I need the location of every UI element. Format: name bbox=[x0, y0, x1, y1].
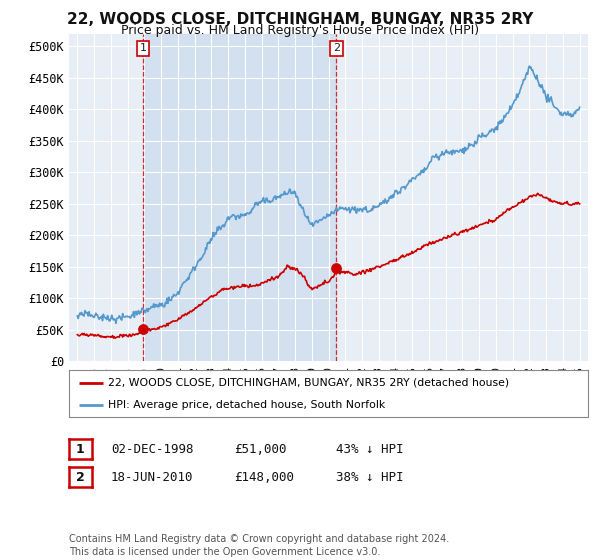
Point bbox=[138, 325, 148, 334]
Text: 22, WOODS CLOSE, DITCHINGHAM, BUNGAY, NR35 2RY (detached house): 22, WOODS CLOSE, DITCHINGHAM, BUNGAY, NR… bbox=[108, 378, 509, 388]
Text: 02-DEC-1998: 02-DEC-1998 bbox=[111, 442, 193, 456]
Text: 2: 2 bbox=[76, 470, 85, 484]
Text: 22, WOODS CLOSE, DITCHINGHAM, BUNGAY, NR35 2RY: 22, WOODS CLOSE, DITCHINGHAM, BUNGAY, NR… bbox=[67, 12, 533, 27]
Text: 38% ↓ HPI: 38% ↓ HPI bbox=[336, 470, 404, 484]
Text: HPI: Average price, detached house, South Norfolk: HPI: Average price, detached house, Sout… bbox=[108, 400, 385, 410]
Text: £51,000: £51,000 bbox=[234, 442, 287, 456]
Text: 43% ↓ HPI: 43% ↓ HPI bbox=[336, 442, 404, 456]
Bar bbox=[143, 34, 336, 361]
Text: Contains HM Land Registry data © Crown copyright and database right 2024.
This d: Contains HM Land Registry data © Crown c… bbox=[69, 534, 449, 557]
Text: 1: 1 bbox=[76, 442, 85, 456]
Text: Price paid vs. HM Land Registry's House Price Index (HPI): Price paid vs. HM Land Registry's House … bbox=[121, 24, 479, 37]
Text: 18-JUN-2010: 18-JUN-2010 bbox=[111, 470, 193, 484]
Text: £148,000: £148,000 bbox=[234, 470, 294, 484]
Point bbox=[331, 264, 341, 273]
Text: 1: 1 bbox=[139, 43, 146, 53]
Text: 2: 2 bbox=[332, 43, 340, 53]
